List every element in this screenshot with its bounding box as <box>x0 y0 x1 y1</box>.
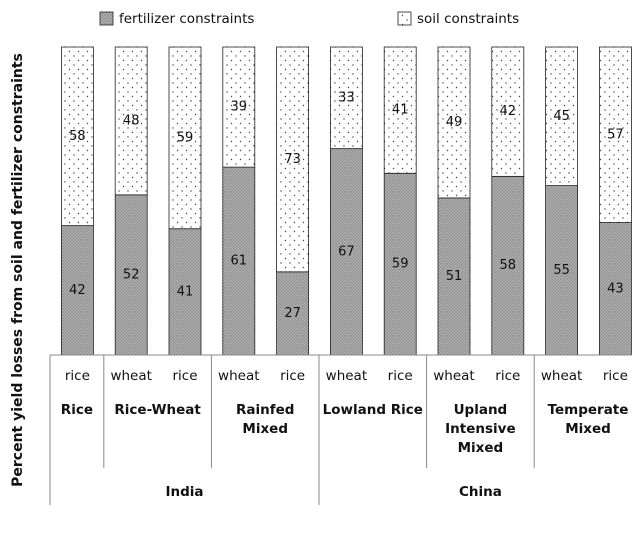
bar-segment <box>383 46 417 174</box>
x-tick-label: rice <box>388 368 413 384</box>
data-label: 58 <box>500 258 517 273</box>
system-label-line: Intensive <box>445 421 515 437</box>
bar-segment <box>61 46 94 227</box>
data-label: 45 <box>553 109 570 124</box>
data-label: 59 <box>392 257 409 272</box>
system-label: Rice-Wheat <box>114 402 201 418</box>
bar-segment <box>61 225 94 356</box>
data-label: 33 <box>338 90 355 105</box>
bar-segment <box>491 46 525 177</box>
data-label: 42 <box>500 104 517 119</box>
data-label: 59 <box>177 130 194 145</box>
system-label-line: Mixed <box>242 421 288 437</box>
x-tick-label: wheat <box>218 368 259 384</box>
system-label-line: Mixed <box>565 421 611 437</box>
bar-segment <box>329 46 363 150</box>
system-label-line: Rainfed <box>236 402 294 418</box>
data-label: 41 <box>392 103 409 118</box>
bar-segment <box>437 46 471 199</box>
data-label: 67 <box>338 244 355 259</box>
data-label: 73 <box>284 152 301 167</box>
system-label: Lowland Rice <box>323 402 423 418</box>
data-label: 57 <box>607 127 624 142</box>
system-label: Upland Intensive Mixed <box>445 402 515 456</box>
bar-segment <box>168 46 202 230</box>
bar-segment <box>437 197 471 356</box>
bar-segment <box>491 175 525 356</box>
x-tick-label: wheat <box>541 368 582 384</box>
bar-segment <box>114 46 148 196</box>
data-label: 49 <box>446 115 463 130</box>
data-label: 58 <box>69 129 86 144</box>
x-tick-label: rice <box>495 368 520 384</box>
x-tick-label: rice <box>280 368 305 384</box>
bar-segment <box>545 185 578 356</box>
system-label-line: Rice-Wheat <box>114 402 201 418</box>
bar-segment <box>599 222 632 356</box>
system-label-line: Upland <box>454 402 508 418</box>
data-label: 48 <box>123 113 140 128</box>
y-axis-title: Percent yield losses from soil and ferti… <box>10 53 26 487</box>
system-label: Rainfed Mixed <box>236 402 294 437</box>
x-tick-label: wheat <box>433 368 474 384</box>
data-label: 39 <box>231 100 248 115</box>
data-label: 27 <box>284 306 301 321</box>
country-label: China <box>459 484 502 500</box>
data-label: 43 <box>607 281 624 296</box>
data-label: 41 <box>177 284 194 299</box>
bar-segment <box>222 46 256 168</box>
system-label: Rice <box>61 402 93 418</box>
x-tick-label: rice <box>172 368 197 384</box>
bar-segment <box>545 46 578 187</box>
system-label-line: Temperate <box>548 402 629 418</box>
x-tick-label: rice <box>603 368 628 384</box>
bar-segment <box>329 148 363 356</box>
bar-segment <box>599 46 632 223</box>
x-tick-label: rice <box>65 368 90 384</box>
legend-swatch <box>397 11 412 26</box>
legend-swatch <box>99 11 114 26</box>
legend-label: fertilizer constraints <box>119 11 254 27</box>
system-label-line: Rice <box>61 402 93 418</box>
x-tick-label: wheat <box>326 368 367 384</box>
country-label: India <box>165 484 203 500</box>
system-label: Temperate Mixed <box>548 402 629 437</box>
x-tick-label: wheat <box>110 368 151 384</box>
data-label: 51 <box>446 269 463 284</box>
legend-label: soil constraints <box>417 11 519 27</box>
data-label: 61 <box>231 254 248 269</box>
system-label-line: Mixed <box>458 440 504 456</box>
data-label: 52 <box>123 267 140 282</box>
system-label-line: Lowland Rice <box>323 402 423 418</box>
data-label: 55 <box>553 263 570 278</box>
bar-segment <box>276 46 310 273</box>
data-label: 42 <box>69 283 86 298</box>
